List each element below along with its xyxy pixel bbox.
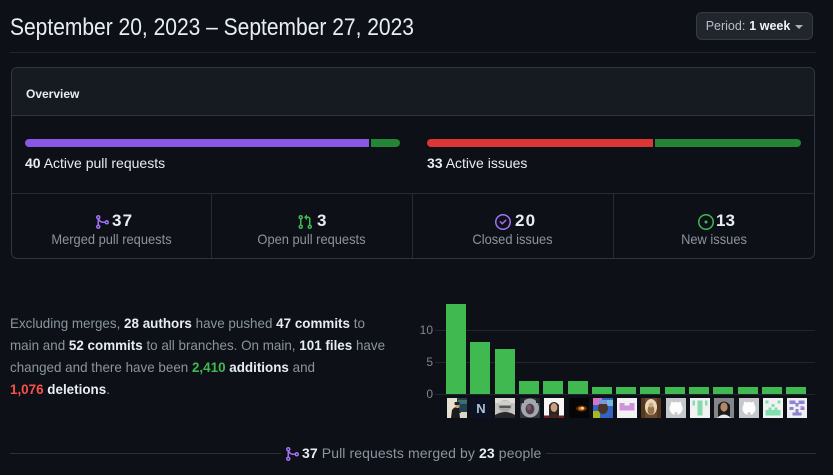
svg-text:N: N <box>476 401 485 416</box>
